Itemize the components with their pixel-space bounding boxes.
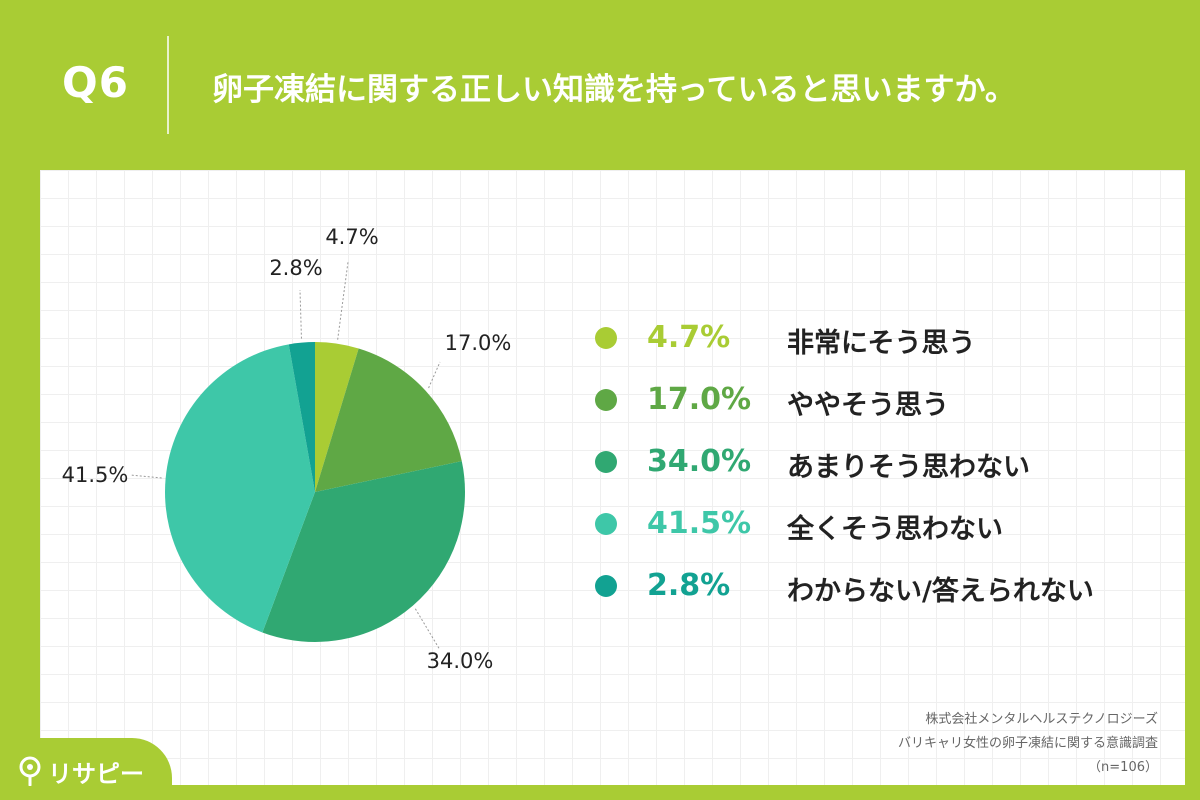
legend-label: ややそう思う xyxy=(787,390,949,421)
legend-label: 全くそう思わない xyxy=(787,514,1003,545)
map-pin-icon xyxy=(19,756,41,786)
leader-line xyxy=(129,474,162,479)
legend-percent: 4.7% xyxy=(647,320,731,355)
leader-line xyxy=(414,608,441,651)
legend-percent: 41.5% xyxy=(647,506,752,541)
slice-label: 41.5% xyxy=(62,463,129,487)
legend-swatch xyxy=(595,513,617,535)
legend-swatch xyxy=(595,389,617,411)
legend-label: わからない/答えられない xyxy=(787,576,1094,607)
legend-percent: 2.8% xyxy=(647,568,731,603)
leader-line xyxy=(299,289,302,339)
slice-label: 4.7% xyxy=(325,225,378,249)
slice-label: 34.0% xyxy=(427,649,494,673)
pie-slice xyxy=(315,342,359,492)
header: Q6 卵子凍結に関する正しい知識を持っていると思いますか。 xyxy=(0,0,1200,170)
legend-percent: 34.0% xyxy=(647,444,752,479)
legend-percent: 17.0% xyxy=(647,382,752,417)
brand-logo: リサピー xyxy=(0,738,172,800)
pie-slice xyxy=(315,348,462,492)
leader-line xyxy=(337,261,349,340)
slice-label: 2.8% xyxy=(269,256,322,280)
legend-label: あまりそう思わない xyxy=(787,452,1030,483)
question-title: 卵子凍結に関する正しい知識を持っていると思いますか。 xyxy=(212,72,1016,108)
source-sample-size: （n=106） xyxy=(1088,760,1158,775)
pie-slice xyxy=(165,344,315,633)
slice-label: 17.0% xyxy=(445,331,512,355)
legend-label: 非常にそう思う xyxy=(787,328,976,359)
source-company: 株式会社メンタルヘルステクノロジーズ xyxy=(925,712,1158,727)
legend-swatch xyxy=(595,451,617,473)
question-number: Q6 xyxy=(62,58,129,107)
legend-swatch xyxy=(595,327,617,349)
source-note: 株式会社メンタルヘルステクノロジーズ バリキャリ女性の卵子凍結に関する意識調査 … xyxy=(898,708,1158,780)
leader-line xyxy=(428,361,441,389)
pie-slice xyxy=(288,342,315,492)
header-divider xyxy=(167,36,169,134)
pie-slice xyxy=(262,461,466,642)
legend-swatch xyxy=(595,575,617,597)
logo-text: リサピー xyxy=(48,760,144,788)
source-survey: バリキャリ女性の卵子凍結に関する意識調査 xyxy=(897,736,1158,751)
